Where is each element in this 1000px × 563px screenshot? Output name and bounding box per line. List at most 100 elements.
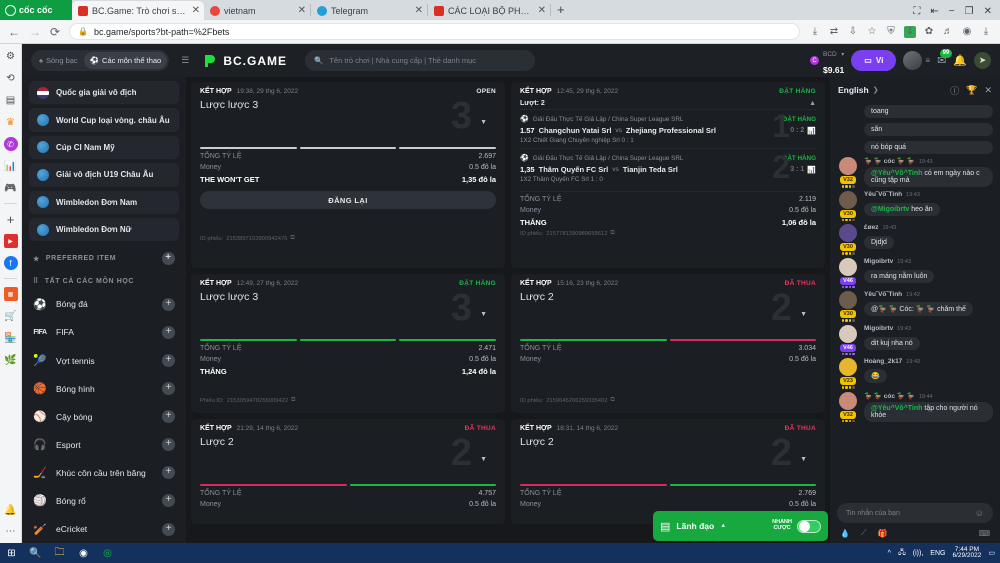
add-sport-button[interactable]: + <box>162 466 175 480</box>
toggle-casino[interactable]: ♠ Sòng bạc <box>33 52 84 69</box>
chrome-icon[interactable]: ◉ <box>79 547 88 559</box>
add-sport-button[interactable]: + <box>162 438 175 452</box>
chat-user-block[interactable]: V46 <box>837 257 859 288</box>
sidebar-league-5[interactable]: Wimbledon Đơn Nữ <box>29 217 179 242</box>
mail-icon[interactable]: ✉ 99 <box>937 49 953 67</box>
forward-button[interactable]: → <box>29 24 41 39</box>
search-input[interactable]: 🔍 Tên trò chơi | Nhà cung cấp | Thẻ danh… <box>304 50 535 71</box>
sidebar-league-0[interactable]: Quốc gia giải vô địch <box>29 81 179 105</box>
sidebar-item-esport[interactable]: 🎧 Esport + <box>29 431 179 459</box>
balance-display[interactable]: C BCD ▾ $9.61 <box>810 44 844 78</box>
back-button[interactable]: ← <box>8 24 20 39</box>
bet-card[interactable]: KẾT HỢP 12:49, 27 thg 6, 2022 ĐẶT HÀNG L… <box>191 274 505 413</box>
extension-icon[interactable]: ✿ <box>924 26 934 37</box>
coccoc-icon[interactable]: ◎ <box>103 547 112 559</box>
tray-expand-icon[interactable]: ^ <box>887 549 891 557</box>
chat-user-block[interactable]: V30 <box>837 291 859 322</box>
notification-center-icon[interactable]: ▭ <box>988 550 995 557</box>
profile-menu-icon[interactable]: ≡ <box>925 56 931 65</box>
chat-username[interactable]: Migoibrtv <box>864 257 894 265</box>
chevron-down-icon[interactable]: ▼ <box>800 456 807 463</box>
quick-bet-toggle[interactable] <box>797 519 821 533</box>
chart-icon[interactable]: 📊 <box>4 160 17 172</box>
add-icon[interactable]: + <box>6 211 15 227</box>
telegram-icon[interactable]: ➤ <box>974 52 991 69</box>
replay-button[interactable]: ĐĂNG LẠI <box>200 191 496 209</box>
network-icon[interactable]: 🖧 <box>897 548 906 556</box>
bet-card[interactable]: KẾT HỢP 15:16, 23 thg 6, 2022 ĐÃ THUA Lư… <box>511 274 825 413</box>
chat-username[interactable]: 🦆 🦆 cóc 🦆 🦆 <box>864 392 915 400</box>
volume-icon[interactable]: (i)), <box>912 549 924 557</box>
menu-icon[interactable]: ☰ <box>181 55 190 65</box>
close-button[interactable]: ✕ <box>983 6 992 17</box>
chat-mention[interactable]: @Yêu^Võ^Tinh <box>871 404 923 412</box>
sidebar-league-1[interactable]: World Cup loại vòng. châu Âu <box>29 108 179 132</box>
sidebar-league-3[interactable]: Giải vô địch U19 Châu Âu <box>29 163 179 187</box>
chevron-down-icon[interactable]: ▾ <box>841 51 845 58</box>
search-icon[interactable]: 🔍 <box>29 547 42 559</box>
casino-sports-toggle[interactable]: ♠ Sòng bạc ⚽ Các môn thể thao <box>31 50 170 71</box>
chat-username[interactable]: Yêu˘Võ˘Tinh <box>864 190 903 198</box>
clock[interactable]: 7:44 PM 6/29/2022 <box>952 546 981 560</box>
chevron-up-icon[interactable]: ▲ <box>809 100 816 107</box>
add-sport-button[interactable]: + <box>162 410 175 424</box>
add-sport-button[interactable]: + <box>162 522 175 536</box>
chat-username[interactable]: Hoàng_2k17 <box>864 358 903 365</box>
bet-card[interactable]: KẾT HỢP 12:45, 29 thg 6, 2022 ĐẶT HÀNG L… <box>511 82 825 268</box>
browser-tab-3[interactable]: CÁC LOẠI BỘ PHẬN THỂ TH ✕ <box>428 1 550 20</box>
quick-bet-group[interactable]: NHANH CƯỢC <box>772 519 821 533</box>
language-indicator[interactable]: ENG <box>930 549 946 557</box>
browser-tab-2[interactable]: Telegram ✕ <box>311 1 427 20</box>
add-sport-button[interactable]: + <box>162 297 175 311</box>
video-download-icon[interactable]: ⇩ <box>848 26 858 37</box>
chat-username[interactable]: £øez <box>864 224 879 231</box>
chat-mention[interactable]: @Yêu^Võ^Tinh <box>871 170 923 177</box>
info-icon[interactable]: ⓘ <box>950 85 960 96</box>
stats-icon[interactable]: 📊 <box>807 166 816 174</box>
maximize-button[interactable]: ❐ <box>964 6 974 17</box>
browser-tab-1[interactable]: vietnam ✕ <box>204 1 310 20</box>
chat-user-block[interactable]: V30 <box>837 224 859 255</box>
translate-icon[interactable]: ⇄ <box>829 26 839 37</box>
bet-card[interactable]: KẾT HỢP 19:38, 29 thg 6, 2022 OPEN Lược … <box>191 82 505 268</box>
chevron-down-icon[interactable]: ▼ <box>480 456 487 463</box>
windows-start-icon[interactable]: ⊞ <box>7 547 16 559</box>
file-explorer-icon[interactable]: 🗀 <box>54 546 65 558</box>
add-sport-button[interactable]: + <box>162 494 175 508</box>
sidebar-item-baseball[interactable]: ⚾ Cậy bóng + <box>29 403 179 431</box>
rain-icon[interactable]: 💧 <box>840 528 850 538</box>
reading-list-icon[interactable]: ▤ <box>5 94 16 106</box>
chat-username[interactable]: Yêu˘Võ˘Tinh <box>864 291 903 298</box>
chat-message-list[interactable]: toang sãn nó bóp quá V32 🦆 🦆 cóc 🦆 🦆 19:… <box>830 103 1000 499</box>
bell-icon[interactable]: 🔔 <box>4 504 17 516</box>
browser-tab-0[interactable]: BC.Game: Trò chơi sòng bạc ✕ <box>72 1 204 20</box>
copy-icon[interactable]: ⧉ <box>610 230 615 236</box>
copy-icon[interactable]: ⧉ <box>290 235 295 241</box>
wallet-button[interactable]: ▭ Ví <box>851 50 897 71</box>
new-tab-button[interactable]: + <box>557 1 565 17</box>
news-icon[interactable]: ▦ <box>3 287 18 301</box>
chat-username[interactable]: 🦆 🦆 cóc 🦆 🦆 <box>864 158 915 165</box>
toggle-sports[interactable]: ⚽ Các môn thể thao <box>83 52 168 69</box>
chat-language[interactable]: English <box>838 85 869 95</box>
url-input[interactable]: 🔒 bc.game/sports?bt-path=%2Fbets <box>69 23 800 40</box>
sidebar-item-basketball[interactable]: 🏀 Bóng hình + <box>29 375 179 403</box>
leaf-icon[interactable]: 🌿 <box>4 354 17 366</box>
chevron-down-icon[interactable]: ▼ <box>480 119 487 126</box>
chat-username[interactable]: Migoibrtv <box>864 324 894 332</box>
reload-button[interactable]: ⟳ <box>50 24 61 39</box>
coccoc-brand-button[interactable]: cốc cốc <box>0 0 72 20</box>
copy-icon[interactable]: ⧉ <box>610 397 615 403</box>
sidebar-league-2[interactable]: Cúp CI Nam Mỹ <box>29 135 179 160</box>
more-icon[interactable]: ⋯ <box>5 525 16 537</box>
gamepad-icon[interactable]: 🎮 <box>4 182 17 194</box>
leaderboard-bar[interactable]: ▤ Lãnh đạo ▲ NHANH CƯỢC <box>653 511 828 541</box>
shield-icon[interactable]: ⛨ <box>887 26 895 37</box>
keyboard-icon[interactable]: ⌨ <box>978 528 990 538</box>
chevron-right-icon[interactable]: ❯ <box>872 87 879 94</box>
emoji-icon[interactable]: ☺ <box>974 508 984 518</box>
chevron-up-icon[interactable]: ▲ <box>720 523 727 529</box>
legs-summary[interactable]: Lượt: 2 ▲ <box>520 100 816 109</box>
sidebar-item-soccer[interactable]: ⚽ Bóng đá + <box>29 290 179 318</box>
sidebar-item-ecricket[interactable]: 🏏 eCricket + <box>29 515 179 543</box>
